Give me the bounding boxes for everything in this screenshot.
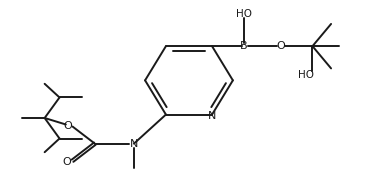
Text: N: N (208, 111, 216, 121)
Text: O: O (63, 121, 72, 131)
Text: B: B (240, 41, 248, 51)
Text: O: O (276, 41, 285, 51)
Text: HO: HO (236, 9, 252, 19)
Text: O: O (62, 157, 71, 167)
Text: N: N (130, 139, 138, 149)
Text: HO: HO (298, 70, 314, 80)
